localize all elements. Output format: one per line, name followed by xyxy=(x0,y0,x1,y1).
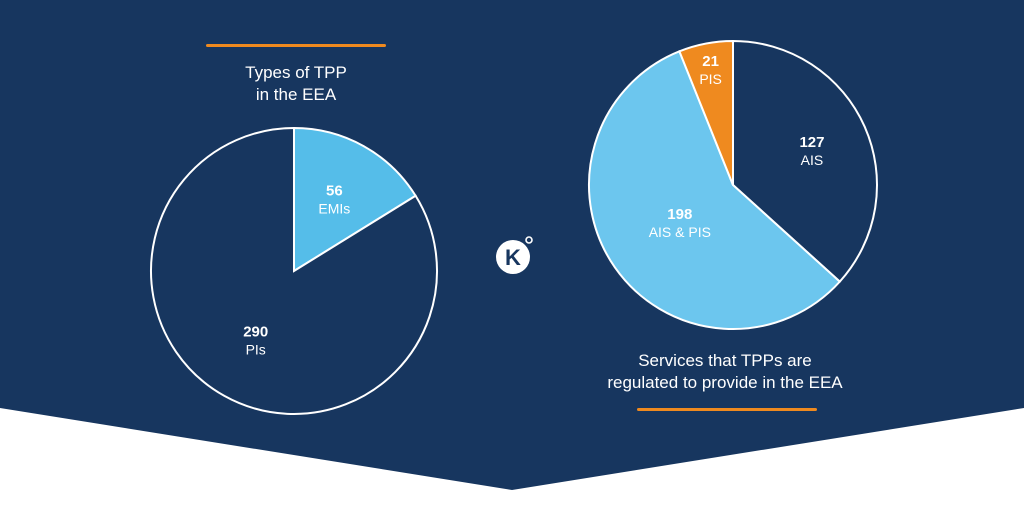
slice-value-ais-and-pis: 198 xyxy=(667,206,692,223)
pie-slice-ais xyxy=(732,39,878,284)
kyckr-k-logo-icon: K xyxy=(496,236,533,274)
slice-value-emis: 56 xyxy=(326,183,343,200)
slice-label-pis: PIs xyxy=(246,342,266,358)
chart-title-left-line-2: in the EEA xyxy=(255,85,337,104)
chart-title-right: Services that TPPs are regulated to prov… xyxy=(575,350,875,394)
chart-title-right-line-2: regulated to provide in the EEA xyxy=(607,373,843,392)
title-accent-bar-left xyxy=(206,44,386,47)
slice-label-emis: EMIs xyxy=(318,201,350,217)
svg-text:K: K xyxy=(505,245,521,270)
slice-label-ais-and-pis: AIS & PIS xyxy=(649,224,711,240)
pie-slice-pis xyxy=(150,126,438,415)
slice-label-ais: AIS xyxy=(801,152,824,168)
slice-value-pis: 290 xyxy=(243,324,268,341)
pie-slice-ais-and-pis xyxy=(588,50,842,330)
title-accent-bar-right xyxy=(637,408,817,411)
pie-slice-pis xyxy=(678,39,734,186)
chart-title-left: Types of TPP in the EEA xyxy=(196,62,396,106)
slice-value-ais: 127 xyxy=(799,134,824,151)
chart-title-left-line-1: Types of TPP xyxy=(245,63,347,82)
slice-label-pis: PIS xyxy=(699,71,722,87)
pie-slice-emis xyxy=(293,126,417,273)
slice-value-pis: 21 xyxy=(702,53,719,70)
chart-title-right-line-1: Services that TPPs are xyxy=(638,351,812,370)
